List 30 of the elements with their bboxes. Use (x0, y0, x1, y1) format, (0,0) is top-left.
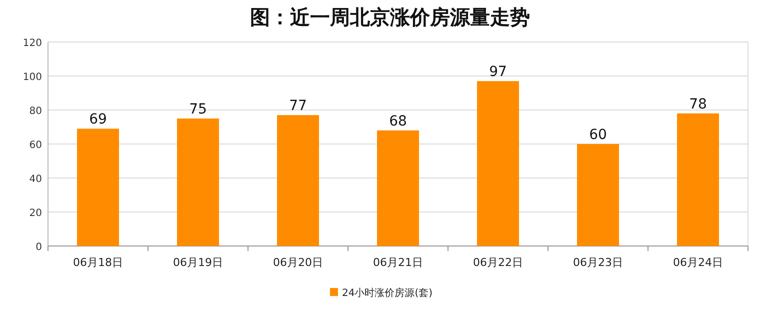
data-label: 77 (289, 98, 307, 114)
bar (477, 81, 519, 246)
data-label: 75 (189, 102, 207, 118)
y-tick-label: 20 (29, 208, 42, 219)
x-tick-label: 06月22日 (473, 256, 523, 269)
y-tick-label: 60 (29, 140, 42, 151)
y-tick-label: 80 (29, 106, 42, 117)
data-label: 78 (689, 96, 707, 112)
legend-label: 24小时涨价房源(套) (342, 287, 433, 299)
x-tick-label: 06月18日 (73, 256, 123, 269)
x-tick-label: 06月21日 (373, 256, 423, 269)
bar (377, 130, 419, 246)
bar (277, 115, 319, 246)
data-label: 60 (589, 127, 607, 143)
bar (77, 128, 119, 246)
bar (177, 118, 219, 246)
bar (677, 113, 719, 246)
x-tick-label: 06月19日 (173, 256, 223, 269)
y-tick-label: 0 (36, 242, 42, 253)
data-label: 68 (389, 113, 407, 130)
x-tick-label: 06月23日 (573, 256, 623, 269)
y-tick-label: 40 (29, 174, 42, 185)
y-tick-label: 100 (22, 72, 42, 83)
data-label: 69 (89, 112, 107, 128)
x-tick-label: 06月20日 (273, 256, 323, 269)
x-tick-label: 06月24日 (673, 256, 723, 269)
y-tick-label: 120 (22, 38, 42, 49)
chart-title: 图：近一周北京涨价房源量走势 (250, 5, 530, 29)
bar (577, 144, 619, 246)
data-label: 97 (489, 64, 507, 80)
